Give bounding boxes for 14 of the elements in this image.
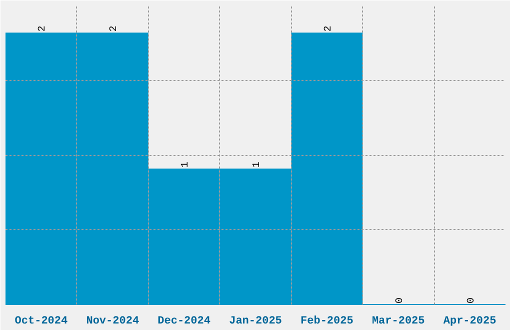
x-tick-label: Jan-2025	[229, 316, 282, 328]
x-tick-label: Nov-2024	[86, 316, 140, 328]
x-tick-label: Apr-2025	[443, 316, 497, 328]
data-label: 1	[180, 162, 192, 168]
data-label: 2	[323, 26, 334, 32]
x-tick-label: Mar-2025	[372, 316, 426, 328]
data-label: 2	[109, 26, 120, 32]
data-label: 0	[466, 297, 478, 304]
data-label: 2	[38, 26, 49, 32]
x-tick-label: Oct-2024	[14, 316, 68, 328]
x-tick-label: Feb-2025	[300, 316, 354, 328]
data-label: 1	[252, 162, 263, 168]
data-label: 0	[394, 297, 406, 304]
x-tick-label: Dec-2024	[158, 316, 211, 328]
